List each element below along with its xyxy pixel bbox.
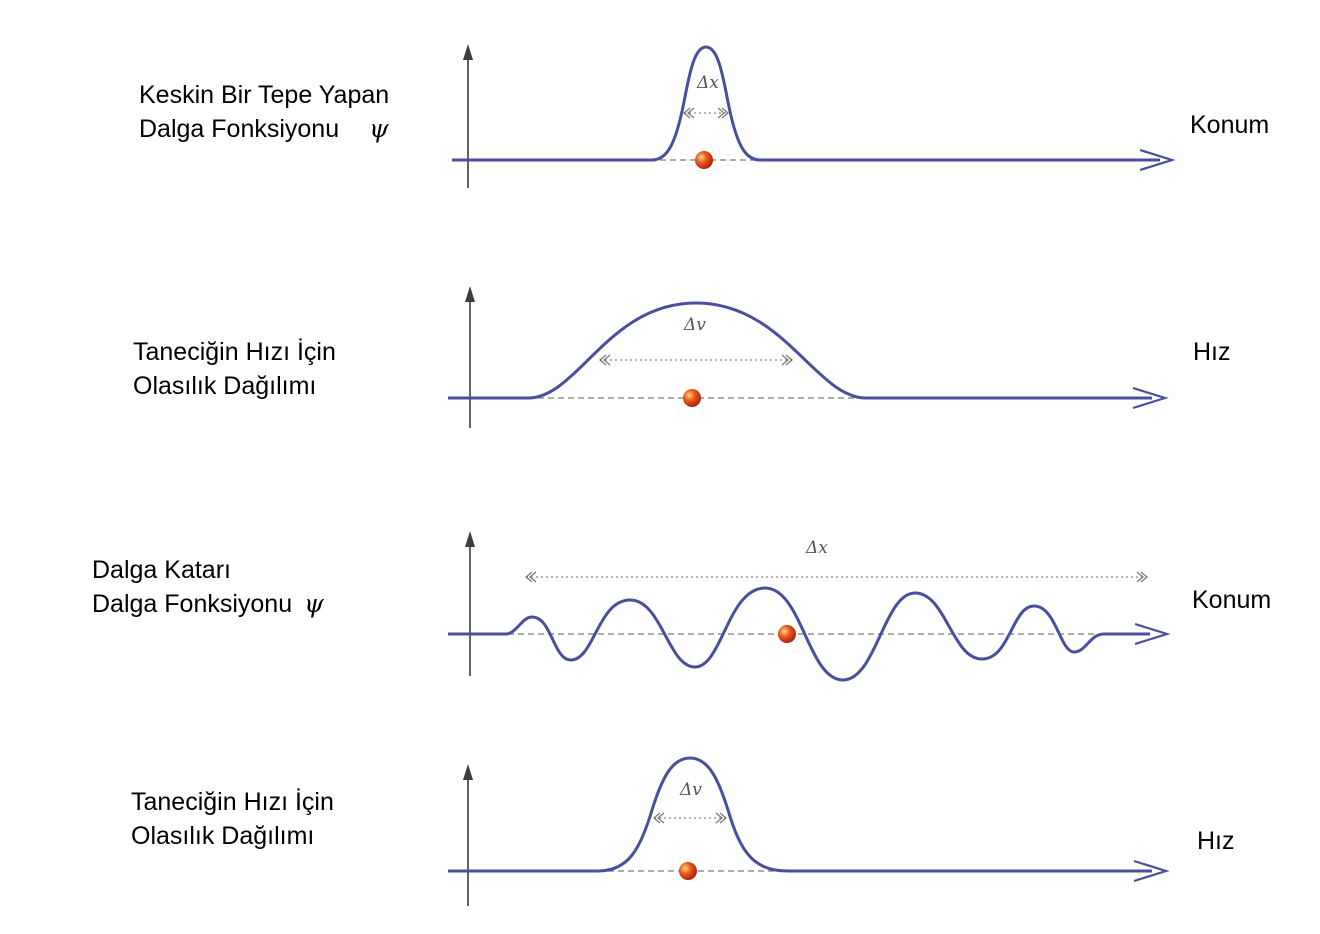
panel4-y-arrowhead <box>463 764 473 780</box>
panel1-y-arrowhead <box>463 44 473 60</box>
panel3-axis-label: Konum <box>1192 586 1272 614</box>
panel3-bracket-right-icon <box>1136 571 1148 583</box>
panel4-particle <box>679 862 697 880</box>
panel4-curve <box>448 756 1152 873</box>
panel2-graph: Δv <box>448 286 1169 428</box>
psi-symbol: ψ <box>304 589 324 618</box>
panel1-x-arrowhead <box>1139 148 1176 172</box>
panel1-graph: Δx <box>452 44 1176 188</box>
panel4-label: Taneciğin Hızı İçin Olasılık Dağılımı <box>131 785 334 853</box>
panel2-y-arrowhead <box>465 286 475 302</box>
panel4-x-arrowhead <box>1133 859 1170 883</box>
panel1-label: Keskin Bir Tepe Yapan Dalga Fonksiyonu ψ <box>139 78 389 146</box>
panel4-label-line1: Taneciğin Hızı İçin <box>131 788 334 816</box>
panel2-label-line1: Taneciğin Hızı İçin <box>133 338 336 366</box>
panel3-bracket-left-icon <box>525 571 537 583</box>
panel4-bracket-left-icon <box>653 812 665 824</box>
panel2-label: Taneciğin Hızı İçin Olasılık Dağılımı <box>133 335 336 403</box>
panel4-graph: Δv <box>448 756 1170 906</box>
panel3-label-line1: Dalga Katarı <box>92 556 231 584</box>
panel1-axis-label: Konum <box>1190 111 1270 139</box>
panel2-width-label: Δv <box>683 315 706 335</box>
panel1-label-line2: Dalga Fonksiyonu ψ <box>139 114 389 143</box>
panel3-label: Dalga Katarı Dalga Fonksiyonu ψ <box>92 553 324 621</box>
panel2-curve <box>448 301 1152 400</box>
panel3-y-arrowhead <box>465 531 475 547</box>
panel4-axis-label: Hız <box>1197 827 1235 855</box>
panel3-graph: Δx <box>448 531 1171 682</box>
panel3-curve <box>448 586 1150 682</box>
panel1-curve <box>452 45 1160 162</box>
panel3-label-line2: Dalga Fonksiyonu ψ <box>92 589 324 618</box>
panel3-x-arrowhead <box>1134 622 1171 646</box>
panel1-width-label: Δx <box>696 73 719 93</box>
panel4-width-label: Δv <box>679 780 702 800</box>
panel2-bracket-left-icon <box>599 354 611 366</box>
panel3-width-label: Δx <box>805 538 828 558</box>
panel2-axis-label: Hız <box>1193 338 1231 366</box>
panel2-label-line2: Olasılık Dağılımı <box>133 372 317 400</box>
panel2-x-arrowhead <box>1132 386 1169 410</box>
panel4-label-line2: Olasılık Dağılımı <box>131 822 315 850</box>
panel4-bracket-right-icon <box>715 812 727 824</box>
panel3-particle <box>778 625 796 643</box>
panel1-bracket-left-icon <box>683 107 695 119</box>
panel2-particle <box>683 389 701 407</box>
panel1-particle <box>695 151 713 169</box>
panel1-bracket-right-icon <box>717 107 729 119</box>
panel1-label-line1: Keskin Bir Tepe Yapan <box>139 81 390 109</box>
psi-symbol: ψ <box>369 114 389 143</box>
panel2-bracket-right-icon <box>781 354 793 366</box>
